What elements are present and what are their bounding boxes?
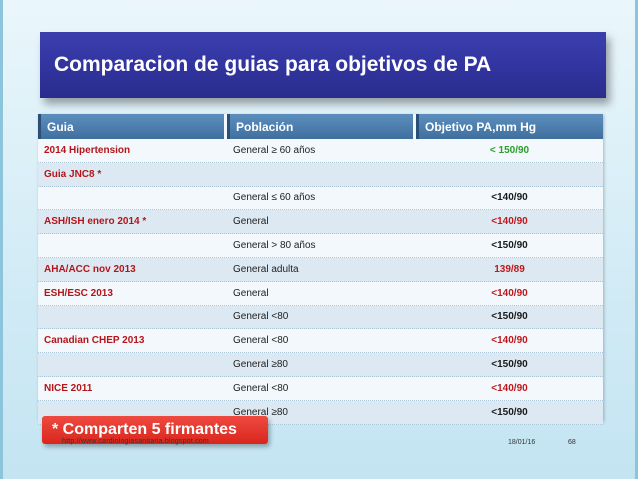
table-row: General ≥80 <150/90 <box>38 353 603 377</box>
table-row: Canadian CHEP 2013 General <80 <140/90 <box>38 329 603 354</box>
cell-objetivo: < 150/90 <box>489 144 530 156</box>
table-row: Guia JNC8 * <box>38 162 603 187</box>
cell-poblacion: General ≤ 60 años <box>233 192 316 204</box>
header-poblacion: Población <box>227 114 413 139</box>
cell-guia: 2014 Hipertension <box>44 144 131 156</box>
table-header: Guia Población Objetivo PA,mm Hg <box>38 114 603 139</box>
cell-objetivo: <140/90 <box>491 192 528 204</box>
cell-guia <box>38 234 227 257</box>
table-row: AHA/ACC nov 2013 General adulta 139/89 <box>38 257 603 282</box>
cell-guia: Guia JNC8 * <box>44 168 102 180</box>
cell-objetivo: <150/90 <box>491 311 528 323</box>
cell-poblacion: General > 80 años <box>233 240 316 252</box>
cell-poblacion: General <80 <box>233 335 289 347</box>
cell-objetivo <box>416 163 603 186</box>
slide-title: Comparacion de guias para objetivos de P… <box>40 32 606 98</box>
cell-objetivo: <140/90 <box>491 335 528 347</box>
cell-poblacion: General ≥80 <box>233 359 288 371</box>
cell-objetivo: <150/90 <box>491 240 528 252</box>
footnote-banner: * Comparten 5 firmantes <box>42 416 268 444</box>
cell-objetivo: 139/89 <box>494 263 525 275</box>
header-guia: Guia <box>38 114 224 139</box>
table-row: ASH/ISH enero 2014 * General <140/90 <box>38 210 603 235</box>
table-row: NICE 2011 General <80 <140/90 <box>38 377 603 401</box>
cell-guia: ASH/ISH enero 2014 * <box>44 216 147 228</box>
cell-objetivo: <150/90 <box>491 406 528 418</box>
table-row: General <80 <150/90 <box>38 305 603 330</box>
cell-poblacion: General <box>233 287 269 299</box>
cell-guia <box>38 306 227 329</box>
cell-guia: AHA/ACC nov 2013 <box>44 263 136 275</box>
cell-objetivo: <140/90 <box>491 287 528 299</box>
guidelines-table: Guia Población Objetivo PA,mm Hg 2014 Hi… <box>38 114 603 425</box>
table-row: General ≤ 60 años <140/90 <box>38 187 603 211</box>
cell-poblacion: General <box>233 216 269 228</box>
cell-guia <box>38 353 227 376</box>
footer-date: 18/01/16 <box>508 439 536 446</box>
footer-page-number: 68 <box>568 439 576 446</box>
cell-poblacion <box>227 163 416 186</box>
header-objetivo: Objetivo PA,mm Hg <box>416 114 603 139</box>
table-row: 2014 Hipertension General ≥ 60 años < 150/… <box>38 139 603 163</box>
table-row: General > 80 años <150/90 <box>38 234 603 258</box>
cell-poblacion: General adulta <box>233 263 299 275</box>
cell-poblacion: General ≥80 <box>233 406 288 418</box>
cell-guia: ESH/ESC 2013 <box>44 287 113 299</box>
cell-guia <box>38 187 227 210</box>
cell-objetivo: <140/90 <box>491 216 528 228</box>
cell-guia: Canadian CHEP 2013 <box>44 335 145 347</box>
cell-poblacion: General <80 <box>233 382 289 394</box>
table-row: ESH/ESC 2013 General <140/90 <box>38 282 603 306</box>
footer-url: http://www.cardiologiasanitaria.blogspot… <box>62 438 209 445</box>
cell-objetivo: <150/90 <box>491 359 528 371</box>
cell-objetivo: <140/90 <box>491 382 528 394</box>
cell-poblacion: General ≥ 60 años <box>233 144 316 156</box>
cell-poblacion: General <80 <box>233 311 289 323</box>
table-body: 2014 Hipertension General ≥ 60 años < 150/… <box>38 139 603 425</box>
cell-guia: NICE 2011 <box>44 382 93 394</box>
